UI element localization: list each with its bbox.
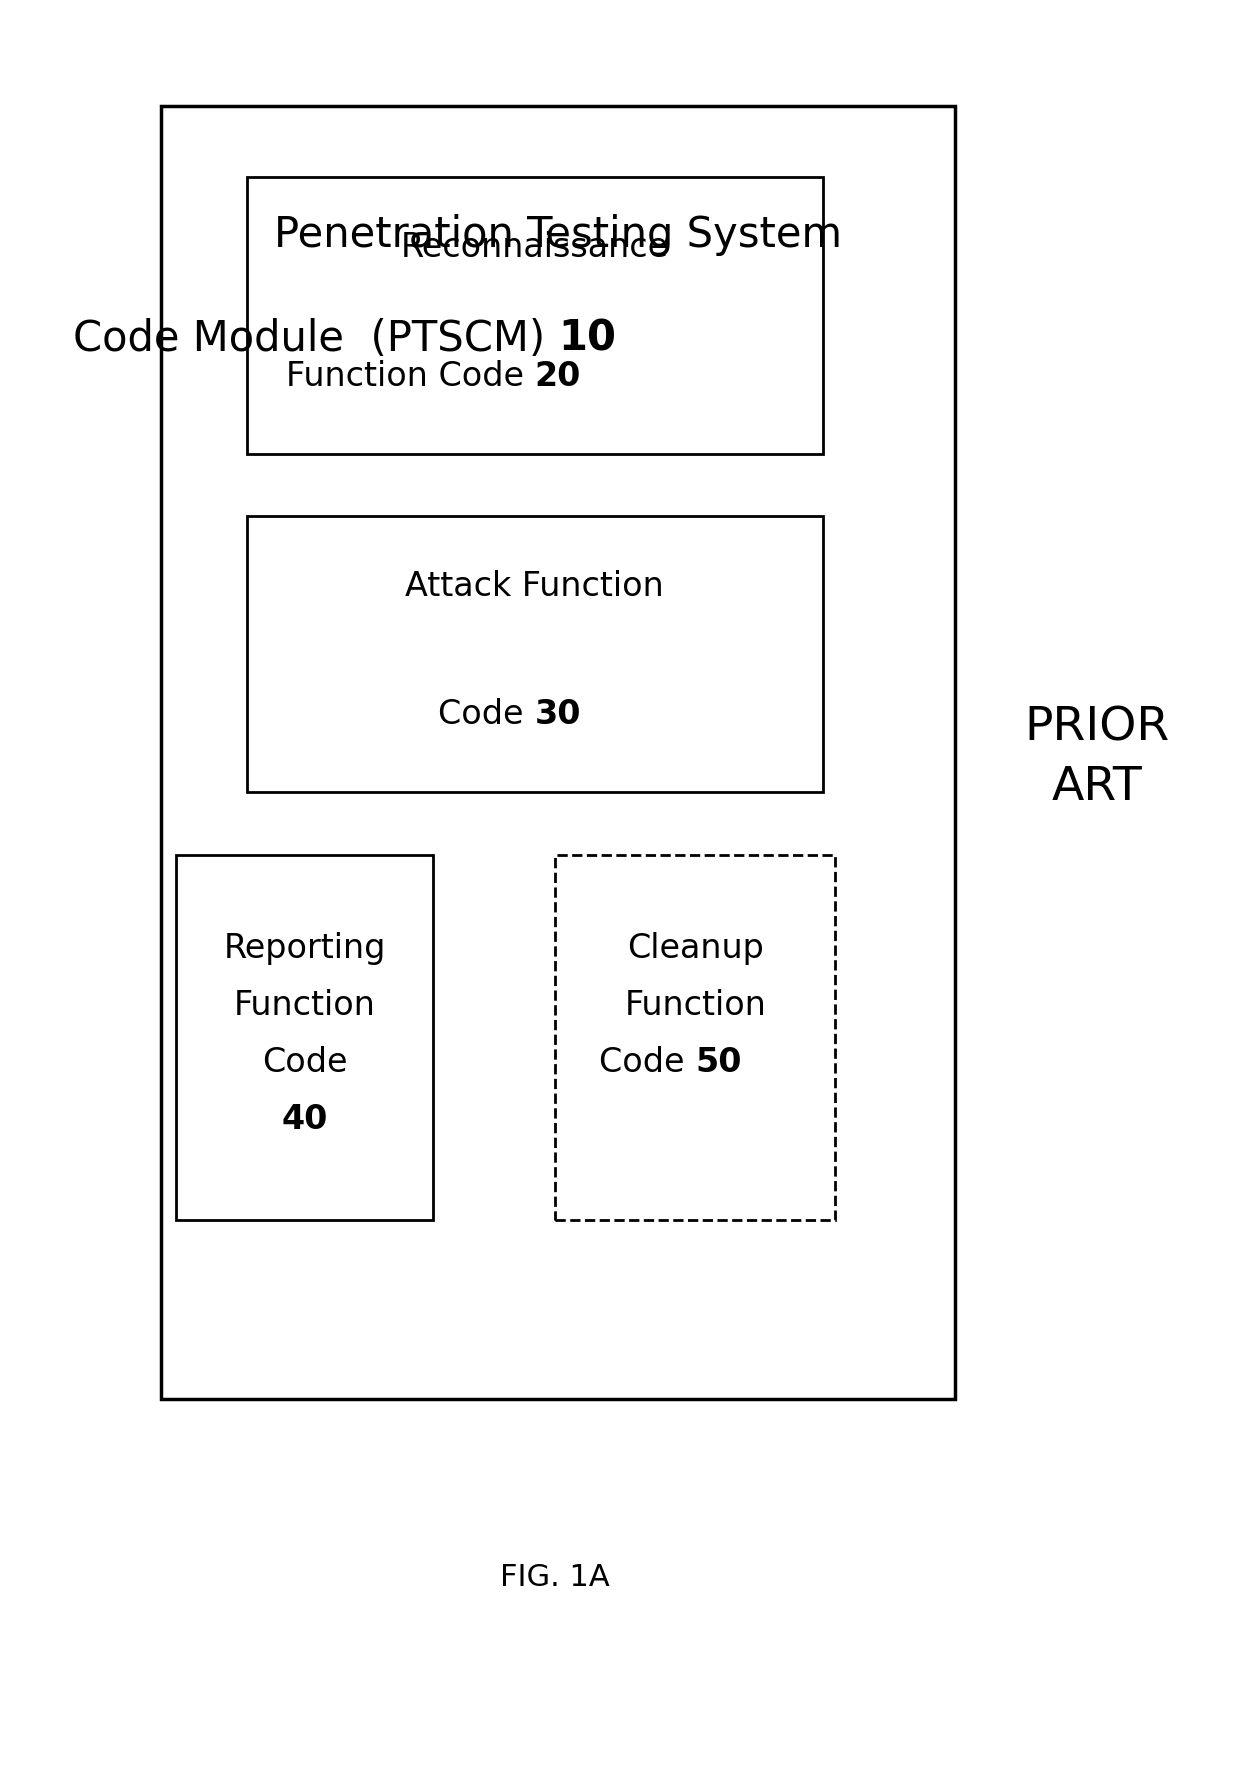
Text: Penetration Testing System: Penetration Testing System [274, 214, 842, 257]
Text: PRIOR
ART: PRIOR ART [1024, 706, 1171, 809]
Text: 20: 20 [534, 360, 582, 392]
Text: Code: Code [439, 699, 534, 731]
Text: Function: Function [234, 989, 376, 1021]
Text: Code Module  (PTSCM): Code Module (PTSCM) [73, 317, 558, 360]
Bar [556, 855, 835, 1221]
Bar [161, 107, 955, 1399]
Bar [247, 178, 823, 454]
Text: Code: Code [599, 1046, 696, 1078]
Text: 10: 10 [558, 317, 616, 360]
Text: Function Code: Function Code [286, 360, 534, 392]
Bar [247, 517, 823, 793]
Text: Reconnaissance: Reconnaissance [401, 232, 668, 264]
Text: Reporting: Reporting [224, 932, 387, 964]
Text: FIG. 1A: FIG. 1A [500, 1563, 610, 1591]
Text: Cleanup: Cleanup [627, 932, 764, 964]
Text: 40: 40 [281, 1103, 329, 1135]
Text: Function: Function [625, 989, 766, 1021]
Text: Attack Function: Attack Function [405, 570, 663, 602]
Text: Code: Code [263, 1046, 348, 1078]
Bar [176, 855, 433, 1221]
Text: 30: 30 [534, 699, 582, 731]
Text: 50: 50 [696, 1046, 742, 1078]
